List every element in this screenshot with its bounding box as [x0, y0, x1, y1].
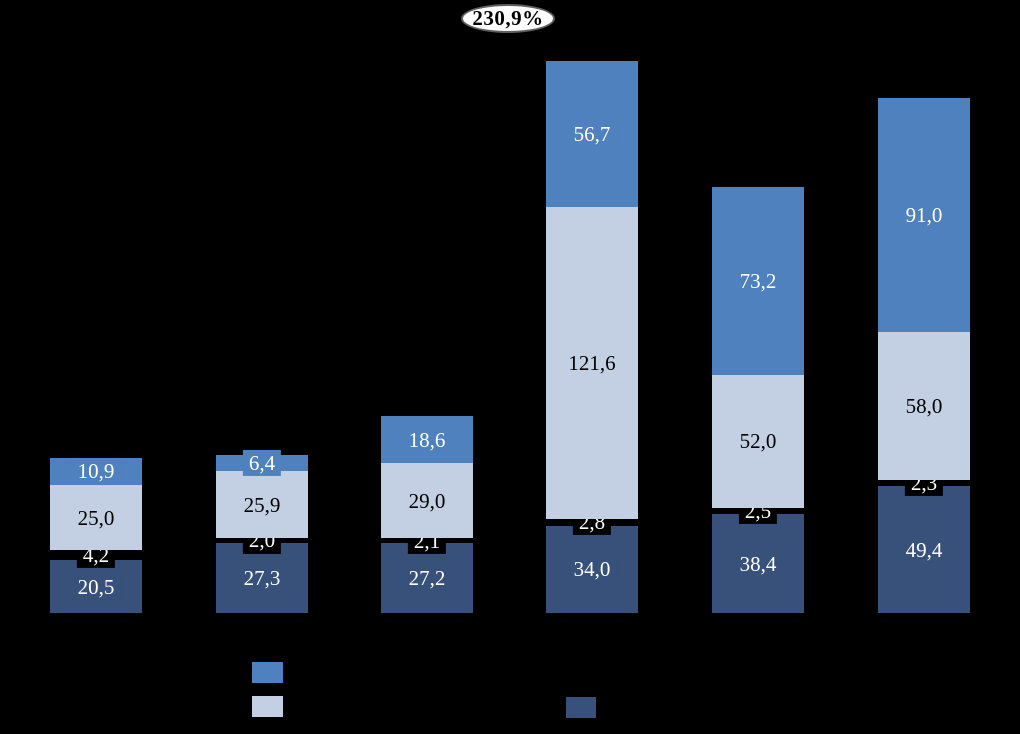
value-label-dark-blue-bottom: 38,4 — [733, 550, 783, 577]
value-label-dark-blue-bottom: 20,5 — [71, 573, 121, 600]
value-label-dark-blue-bottom: 27,3 — [237, 564, 287, 592]
value-label-dark-blue-bottom: 34,0 — [567, 556, 617, 583]
value-label-medium-blue-top: 56,7 — [567, 120, 617, 147]
legend-swatch-light-blue-middle — [252, 696, 283, 717]
value-label-light-blue-middle: 29,0 — [402, 487, 452, 514]
value-label-light-blue-middle: 25,0 — [71, 504, 121, 531]
legend-swatch-dark-blue-bottom — [566, 697, 596, 718]
value-label-light-blue-middle: 58,0 — [899, 392, 949, 419]
total-annotation-text: 230,9% — [472, 6, 544, 30]
value-label-light-blue-middle: 52,0 — [733, 428, 783, 455]
legend-swatch-medium-blue-top — [252, 662, 283, 683]
value-label-light-blue-middle: 25,9 — [237, 491, 287, 518]
value-label-medium-blue-top: 18,6 — [402, 426, 452, 453]
value-label-medium-blue-top: 6,4 — [242, 450, 282, 477]
value-label-medium-blue-top: 73,2 — [733, 267, 783, 294]
value-label-dark-blue-bottom: 27,2 — [402, 565, 452, 592]
value-label-dark-blue-bottom: 49,4 — [899, 536, 949, 563]
value-label-medium-blue-top: 10,9 — [71, 458, 121, 485]
value-label-light-blue-middle: 121,6 — [562, 349, 622, 376]
value-label-medium-blue-top: 91,0 — [899, 201, 949, 228]
total-annotation-ellipse: 230,9% — [461, 4, 555, 33]
